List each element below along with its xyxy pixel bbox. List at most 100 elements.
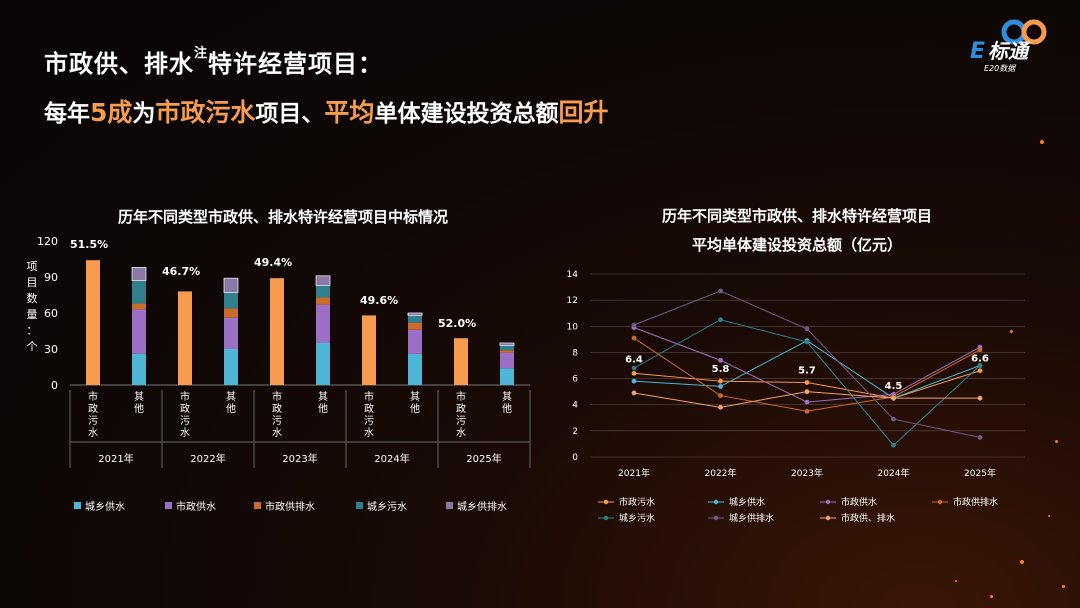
line-x-tick: 2024年 — [878, 467, 910, 479]
line-legend-marker — [825, 499, 831, 505]
bar-legend-label: 市政供排水 — [265, 500, 315, 513]
bar-stack-segment — [224, 308, 238, 318]
bar-legend-swatch — [254, 502, 261, 509]
bar-x-subcategory-label: 他 — [502, 402, 512, 415]
line-point — [631, 390, 637, 396]
bar-x-subcategory-label: 政 — [88, 402, 98, 415]
bar-stack-segment — [132, 280, 146, 304]
bar-stack-segment — [408, 315, 422, 323]
subtitle-segment: 平均 — [324, 98, 375, 127]
bar-percent-label: 52.0% — [438, 317, 476, 330]
line-x-tick: 2025年 — [964, 467, 996, 479]
bar-x-subcategory-label: 污 — [456, 415, 466, 427]
bar-stack-segment — [500, 352, 514, 369]
bar-stack-segment — [316, 304, 330, 343]
bar-x-year-label: 2021年 — [98, 452, 133, 465]
bar-stack-segment — [224, 349, 238, 385]
line-y-tick: 2 — [572, 427, 578, 437]
bar-percent-label: 46.7% — [162, 265, 200, 278]
bar-legend-label: 城乡供排水 — [457, 500, 507, 513]
bar-stack-segment — [316, 285, 330, 298]
bar-x-subcategory-label: 其 — [226, 391, 236, 403]
bar-x-year-label: 2023年 — [282, 452, 317, 465]
bar-stack-segment — [132, 303, 146, 310]
bar-stack-segment — [315, 275, 331, 286]
line-point — [804, 326, 810, 332]
line-point — [718, 288, 723, 294]
line-point — [631, 322, 637, 328]
bar-municipal-sewage — [454, 338, 468, 385]
line-point — [718, 404, 723, 410]
subtitle-segment: 单体建设投资总额 — [374, 101, 559, 127]
bar-stack-segment — [500, 368, 514, 385]
bar-y-axis-label: 目 — [27, 276, 38, 289]
bar-stack-segment — [316, 297, 330, 305]
bar-x-subcategory-label: 政 — [272, 402, 282, 415]
bar-legend-label: 市政供水 — [176, 500, 216, 513]
bar-x-subcategory-label: 污 — [88, 415, 98, 427]
line-x-tick: 2023年 — [791, 467, 823, 479]
subtitle-segment: 市政污水 — [155, 98, 256, 127]
bar-x-subcategory-label: 水 — [180, 427, 190, 439]
bar-x-subcategory-label: 市 — [456, 390, 466, 403]
bar-stack-segment — [500, 345, 514, 351]
line-legend-label: 市政供排水 — [953, 496, 998, 508]
line-point — [804, 380, 810, 385]
bar-x-subcategory-label: 其 — [410, 391, 420, 403]
line-point — [631, 378, 637, 384]
bar-percent-label: 49.4% — [254, 256, 292, 269]
bar-stack-segment — [132, 353, 146, 385]
bar-stack-segment — [408, 322, 422, 330]
bar-x-subcategory-label: 污 — [180, 415, 190, 427]
sparkle-decoration — [1048, 515, 1050, 517]
svg-text:E: E — [970, 39, 985, 64]
bar-legend-label: 城乡污水 — [367, 501, 407, 513]
bar-x-subcategory-label: 市 — [88, 390, 98, 403]
line-legend-marker — [713, 515, 719, 521]
bar-x-subcategory-label: 水 — [456, 427, 466, 439]
bar-x-subcategory-label: 污 — [272, 415, 282, 427]
subtitle-segment: 项目、 — [255, 101, 325, 127]
line-point — [977, 368, 983, 374]
bar-x-subcategory-label: 政 — [456, 402, 466, 415]
bar-legend-label: 城乡供水 — [85, 500, 125, 513]
bar-stack-segment — [407, 312, 423, 316]
line-data-label: 5.8 — [712, 364, 730, 375]
bar-x-subcategory-label: 他 — [410, 402, 420, 415]
bar-y-axis-label: 量 — [27, 308, 38, 321]
bar-x-subcategory-label: 水 — [364, 427, 374, 439]
line-x-tick: 2022年 — [705, 467, 737, 479]
line-legend-label: 城乡供水 — [729, 496, 765, 508]
svg-text:E20数据: E20数据 — [984, 64, 1016, 73]
bar-x-subcategory-label: 政 — [364, 402, 374, 415]
bar-x-year-label: 2022年 — [190, 452, 225, 465]
line-point — [804, 408, 810, 414]
bar-x-subcategory-label: 市 — [272, 390, 282, 403]
bar-municipal-sewage — [86, 260, 100, 385]
bar-x-subcategory-label: 他 — [226, 402, 236, 415]
line-point — [718, 357, 723, 363]
line-y-tick: 6 — [572, 375, 578, 385]
line-data-label: 5.7 — [798, 365, 816, 376]
bar-y-axis-label: 项 — [27, 260, 38, 273]
line-point — [891, 442, 896, 448]
sparkle-decoration — [1062, 585, 1065, 588]
line-point — [891, 395, 896, 401]
line-legend-label: 市政供、排水 — [841, 512, 895, 524]
sparkle-decoration — [1055, 440, 1058, 443]
line-point — [718, 384, 723, 389]
e20-logo: E 标通 E20数据 — [970, 19, 1047, 73]
subtitle-segment: 5成 — [90, 98, 133, 127]
bar-y-axis-label: ： — [27, 324, 38, 337]
bar-x-subcategory-label: 其 — [502, 391, 512, 403]
line-data-label: 6.4 — [625, 354, 643, 365]
line-point — [718, 393, 723, 398]
bar-x-subcategory-label: 他 — [134, 402, 144, 415]
line-data-label: 6.6 — [971, 354, 989, 365]
line-legend-label: 市政供水 — [841, 496, 877, 508]
line-legend-label: 市政污水 — [619, 496, 655, 508]
bar-y-tick: 30 — [44, 343, 58, 356]
sparkle-decoration — [1020, 560, 1024, 564]
bar-percent-label: 51.5% — [70, 238, 108, 251]
